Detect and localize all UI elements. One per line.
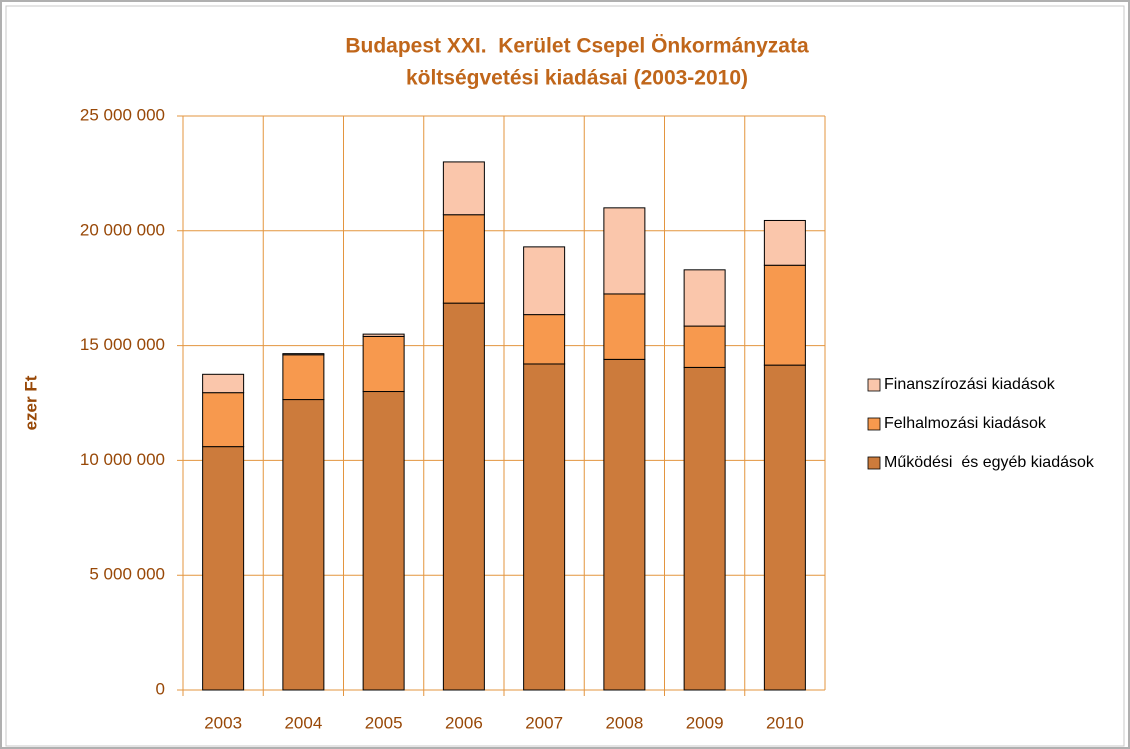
chart-title: költségvetési kiadásai (2003-2010) xyxy=(406,67,748,90)
legend-label: Működési és egyéb kiadások xyxy=(884,454,1095,471)
frame-inner xyxy=(5,5,1125,747)
bar-segment xyxy=(523,246,566,316)
bar-segment xyxy=(683,366,726,691)
y-tick-label: 25 000 000 xyxy=(80,105,165,124)
y-tick-label: 20 000 000 xyxy=(80,220,165,239)
bar-segment xyxy=(202,392,245,448)
legend-swatch xyxy=(867,378,881,392)
x-tick-label: 2003 xyxy=(204,713,242,732)
x-tick-label: 2005 xyxy=(365,713,403,732)
x-tick-label: 2010 xyxy=(766,713,804,732)
bar-segment xyxy=(202,446,245,691)
bar-segment xyxy=(362,333,405,337)
bar-segment xyxy=(362,391,405,691)
bar-segment xyxy=(523,363,566,691)
bar-segment xyxy=(442,161,485,216)
x-tick-label: 2007 xyxy=(525,713,563,732)
x-tick-label: 2006 xyxy=(445,713,483,732)
bar-segment xyxy=(683,269,726,327)
bar-segment xyxy=(683,325,726,368)
legend-swatch xyxy=(867,456,881,470)
bar-segment xyxy=(763,264,806,366)
bar-segment xyxy=(202,373,245,394)
bar-segment xyxy=(282,399,325,691)
bar-segment xyxy=(442,214,485,304)
bar-segment xyxy=(523,314,566,365)
bar-segment xyxy=(362,335,405,393)
bar-segment xyxy=(603,293,646,360)
bar-segment xyxy=(442,302,485,691)
legend-label: Finanszírozási kiadások xyxy=(884,376,1056,393)
y-tick-label: 10 000 000 xyxy=(80,450,165,469)
chart-title: Budapest XXI. Kerület Csepel Önkormányza… xyxy=(345,35,809,58)
x-tick-label: 2009 xyxy=(686,713,724,732)
x-tick-label: 2008 xyxy=(605,713,643,732)
y-axis-label: ezer Ft xyxy=(21,375,40,430)
bar-segment xyxy=(282,354,325,401)
bar-segment xyxy=(603,207,646,295)
bar-segment xyxy=(763,364,806,691)
bar-segment xyxy=(282,353,325,356)
bar-segment xyxy=(763,219,806,266)
y-tick-label: 5 000 000 xyxy=(89,565,165,584)
legend-swatch xyxy=(867,417,881,431)
legend-label: Felhalmozási kiadások xyxy=(884,415,1047,432)
y-tick-label: 0 xyxy=(156,679,165,698)
y-tick-label: 15 000 000 xyxy=(80,335,165,354)
x-tick-label: 2004 xyxy=(284,713,322,732)
bar-segment xyxy=(603,358,646,691)
